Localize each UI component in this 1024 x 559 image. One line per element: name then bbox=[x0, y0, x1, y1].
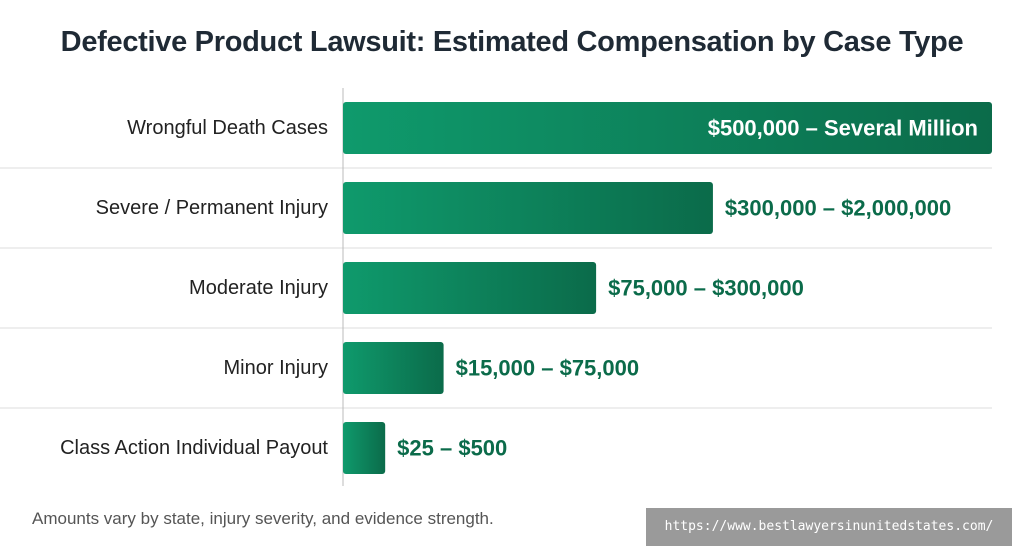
value-label-severe-permanent-injury: $300,000 – $2,000,000 bbox=[725, 196, 951, 221]
value-label-minor-injury: $15,000 – $75,000 bbox=[456, 356, 640, 381]
source-url-badge[interactable]: https://www.bestlawyersinunitedstates.co… bbox=[646, 508, 1012, 546]
category-label-class-action-individual-payout: Class Action Individual Payout bbox=[60, 437, 328, 459]
value-label-class-action-individual-payout: $25 – $500 bbox=[397, 436, 507, 461]
gridlines bbox=[0, 167, 992, 409]
bar-minor-injury bbox=[343, 342, 444, 394]
category-label-wrongful-death-cases: Wrongful Death Cases bbox=[127, 117, 328, 139]
value-label-moderate-injury: $75,000 – $300,000 bbox=[608, 276, 804, 301]
footnote: Amounts vary by state, injury severity, … bbox=[32, 509, 494, 528]
chart-title: Defective Product Lawsuit: Estimated Com… bbox=[60, 26, 964, 58]
category-label-moderate-injury: Moderate Injury bbox=[189, 277, 328, 299]
category-label-minor-injury: Minor Injury bbox=[224, 357, 328, 379]
category-label-severe-permanent-injury: Severe / Permanent Injury bbox=[96, 197, 328, 219]
bar-severe-permanent-injury bbox=[343, 182, 713, 234]
bar-moderate-injury bbox=[343, 262, 597, 314]
value-label-wrongful-death-cases: $500,000 – Several Million bbox=[708, 116, 978, 141]
bar-wrongful-death-cases bbox=[343, 102, 992, 154]
bars: Wrongful Death Cases $500,000 – Several M… bbox=[60, 102, 992, 474]
bar-class-action-individual-payout bbox=[343, 422, 386, 474]
